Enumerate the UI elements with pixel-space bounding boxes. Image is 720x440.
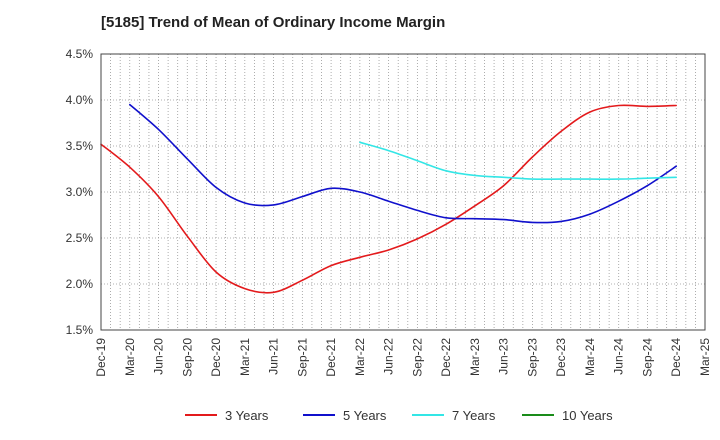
x-tick-label: Mar-23 <box>468 338 482 376</box>
x-tick-label: Dec-23 <box>554 338 568 377</box>
x-tick-label: Sep-21 <box>295 338 309 377</box>
legend-label-3-years: 3 Years <box>225 408 269 423</box>
x-tick-label: Jun-20 <box>152 338 166 375</box>
x-tick-label: Mar-24 <box>583 338 597 376</box>
x-tick-label: Sep-24 <box>640 338 654 377</box>
x-tick-label: Jun-22 <box>382 338 396 375</box>
series-layer <box>100 103 677 294</box>
legend-label-7-years: 7 Years <box>452 408 496 423</box>
x-axis-tick-labels: Dec-19 Mar-20 Jun-20 Sep-20 Dec-20 Mar-21 Jun-… <box>94 338 712 377</box>
y-tick-label: 2.5% <box>66 231 94 245</box>
x-tick-label: Sep-20 <box>180 338 194 377</box>
grid-layer <box>101 53 705 331</box>
y-axis-tick-labels: 1.5% 2.0% 2.5% 3.0% 3.5% 4.0% 4.5% <box>66 47 94 337</box>
x-tick-label: Dec-20 <box>209 338 223 377</box>
chart-title: [5185] Trend of Mean of Ordinary Income … <box>101 14 446 31</box>
x-tick-label: Mar-20 <box>123 338 137 376</box>
legend: 3 Years 5 Years 7 Years 10 Years <box>185 408 613 423</box>
series-line-7-years <box>359 141 677 181</box>
x-tick-label: Dec-19 <box>94 338 108 377</box>
x-tick-label: Dec-22 <box>439 338 453 377</box>
x-tick-label: Dec-24 <box>669 338 683 377</box>
x-tick-label: Mar-21 <box>238 338 252 376</box>
x-tick-label: Jun-24 <box>612 338 626 375</box>
x-tick-label: Sep-22 <box>410 338 424 377</box>
x-tick-label: Jun-21 <box>267 338 281 375</box>
y-tick-label: 2.0% <box>66 277 94 291</box>
series-line-5-years <box>129 103 677 224</box>
x-tick-label: Sep-23 <box>525 338 539 377</box>
y-tick-label: 3.5% <box>66 139 94 153</box>
series-line-3-years <box>100 104 677 294</box>
x-tick-label: Jun-23 <box>497 338 511 375</box>
y-tick-label: 4.5% <box>66 47 94 61</box>
plot-frame <box>100 53 706 331</box>
x-tick-label: Mar-22 <box>353 338 367 376</box>
x-tick-label: Mar-25 <box>698 338 712 376</box>
y-tick-label: 4.0% <box>66 93 94 107</box>
legend-label-5-years: 5 Years <box>343 408 387 423</box>
x-tick-label: Dec-21 <box>324 338 338 377</box>
y-tick-label: 3.0% <box>66 185 94 199</box>
legend-label-10-years: 10 Years <box>562 408 613 423</box>
y-tick-label: 1.5% <box>66 323 94 337</box>
